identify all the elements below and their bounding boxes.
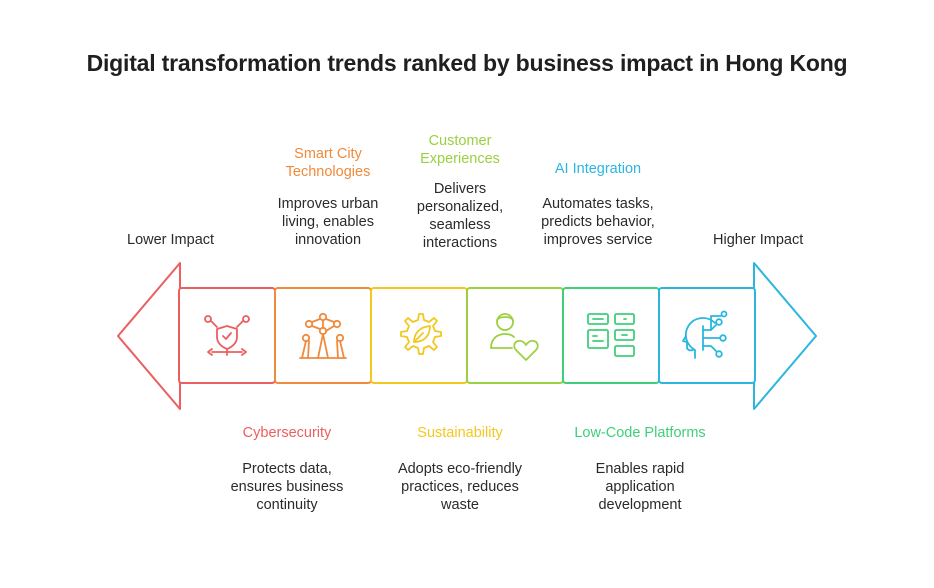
- segment-box-customer-experiences: [466, 287, 564, 384]
- gear-leaf-icon: [400, 313, 442, 355]
- app-blocks-icon: [587, 313, 635, 357]
- segment-box-low-code: [562, 287, 660, 384]
- segment-label-smart-city: Smart City Technologies: [285, 146, 371, 180]
- segment-desc-smart-city: Improves urban living, enables innovatio…: [277, 196, 379, 248]
- lower-impact-label: Lower Impact: [127, 232, 215, 248]
- segment-desc-ai-integration: Automates tasks, predicts behavior, impr…: [541, 196, 655, 248]
- segment-box-ai-integration: [658, 287, 756, 384]
- segment-box-sustainability: [370, 287, 468, 384]
- segment-label-customer-experiences: Customer Experiences: [420, 133, 500, 167]
- segment-desc-sustainability: Adopts eco-friendly practices, reduces w…: [397, 461, 523, 513]
- left-arrowhead: [117, 262, 181, 410]
- right-arrowhead: [753, 262, 817, 410]
- segment-label-sustainability: Sustainability: [417, 425, 503, 441]
- segment-desc-customer-experiences: Delivers personalized, seamless interact…: [416, 181, 504, 251]
- higher-impact-label: Higher Impact: [713, 232, 804, 248]
- segment-label-low-code: Low-Code Platforms: [574, 425, 706, 441]
- segment-desc-low-code: Enables rapid application development: [595, 461, 685, 513]
- segment-desc-cybersecurity: Protects data, ensures business continui…: [230, 461, 344, 513]
- shield-network-icon: [204, 315, 250, 356]
- segment-label-ai-integration: AI Integration: [554, 161, 642, 177]
- person-heart-icon: [490, 313, 539, 361]
- diagram-title: Digital transformation trends ranked by …: [86, 50, 848, 76]
- segment-label-cybersecurity: Cybersecurity: [242, 425, 332, 441]
- city-network-icon: [299, 312, 347, 359]
- ai-head-icon: [682, 310, 728, 359]
- segment-box-cybersecurity: [178, 287, 276, 384]
